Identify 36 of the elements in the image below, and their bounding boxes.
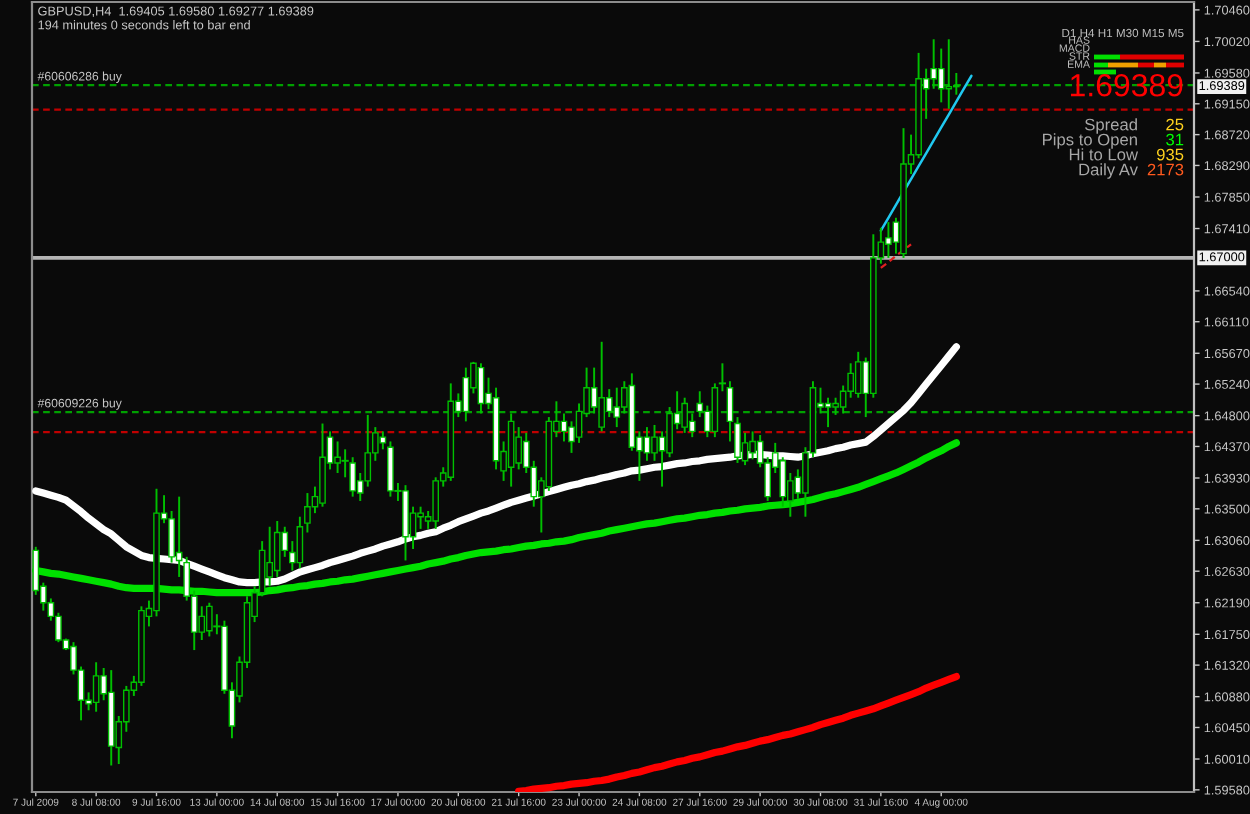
candlestick [854, 350, 862, 399]
candlestick [477, 362, 485, 415]
candlestick [681, 396, 689, 434]
annotation: 935 [1156, 148, 1184, 161]
line-series [515, 672, 960, 792]
candlestick [515, 426, 523, 471]
annotation: 2173 [1147, 163, 1184, 176]
candlestick [741, 431, 749, 467]
annotation: Spread [1085, 118, 1137, 134]
candlestick [266, 525, 274, 588]
line-series [879, 74, 973, 232]
candlestick [937, 47, 945, 104]
candlestick [92, 661, 100, 713]
candlestick [319, 422, 326, 508]
candlestick [507, 412, 515, 488]
annotation: Daily Av [1079, 163, 1138, 179]
annotation: Hi to Low [1069, 148, 1139, 161]
candlestick [749, 430, 756, 461]
candlestick [643, 426, 651, 462]
candlestick [417, 505, 424, 530]
candlestick [334, 440, 341, 474]
candlestick [402, 484, 409, 562]
annotation: 25 [1166, 118, 1184, 131]
candlestick [462, 366, 470, 423]
candlestick [824, 396, 832, 429]
annotation: 31 [1166, 133, 1184, 146]
candlestick [598, 340, 606, 433]
candlestick [205, 601, 213, 638]
annotation: 1.69389 [1070, 73, 1183, 97]
annotation: Pips to Open [1043, 133, 1137, 149]
line-series [879, 243, 913, 270]
candlestick [349, 456, 357, 498]
candlestick [613, 386, 621, 429]
candlestick [945, 38, 953, 110]
candlestick [885, 221, 892, 259]
candlestick [273, 520, 281, 578]
